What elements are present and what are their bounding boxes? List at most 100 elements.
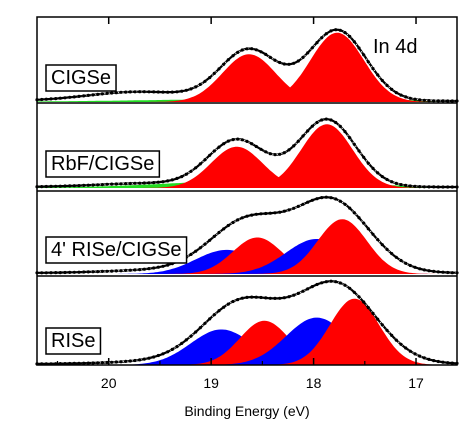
data-point xyxy=(278,60,282,65)
data-point xyxy=(189,169,193,173)
data-point xyxy=(352,40,356,44)
panel-4: RISe xyxy=(35,275,459,366)
data-point xyxy=(40,97,44,102)
x-ticks: 20 19 18 17 xyxy=(56,17,424,391)
data-point xyxy=(58,271,62,275)
data-point xyxy=(380,78,384,83)
data-point xyxy=(124,182,128,186)
data-point xyxy=(189,334,193,338)
data-point xyxy=(189,87,193,91)
data-point xyxy=(222,142,226,146)
data-point xyxy=(180,89,184,93)
data-point xyxy=(147,181,151,185)
data-point xyxy=(217,67,221,71)
data-point xyxy=(170,347,174,351)
data-point xyxy=(254,144,258,149)
data-point xyxy=(100,183,104,187)
data-point xyxy=(156,90,160,94)
data-point xyxy=(105,269,109,273)
data-point xyxy=(208,238,212,242)
data-point xyxy=(418,98,422,102)
data-point xyxy=(68,95,72,99)
data-point xyxy=(292,206,296,210)
data-point xyxy=(82,270,86,274)
data-point xyxy=(226,223,230,228)
data-point xyxy=(296,204,300,208)
data-point xyxy=(380,323,384,327)
data-point xyxy=(44,184,48,189)
data-point xyxy=(217,230,221,235)
data-point xyxy=(441,99,445,103)
data-point xyxy=(264,52,268,57)
data-point xyxy=(82,183,86,187)
data-point xyxy=(63,184,67,188)
data-point xyxy=(231,299,235,304)
data-point xyxy=(114,182,118,186)
data-point xyxy=(436,99,440,103)
data-point xyxy=(105,182,109,186)
data-point xyxy=(390,87,394,91)
data-point xyxy=(119,360,123,364)
data-point xyxy=(194,166,198,170)
data-point xyxy=(343,30,347,35)
data-point xyxy=(189,252,193,256)
data-point xyxy=(147,267,151,271)
data-point xyxy=(86,361,90,365)
data-point xyxy=(208,76,212,80)
data-point xyxy=(306,51,310,55)
data-point xyxy=(105,91,109,95)
data-point xyxy=(413,352,417,356)
data-point xyxy=(315,41,319,45)
data-point xyxy=(156,353,160,358)
data-point xyxy=(376,317,380,321)
data-point xyxy=(110,360,114,364)
data-point xyxy=(91,93,95,97)
data-point xyxy=(282,151,286,155)
data-point xyxy=(404,346,408,350)
data-point xyxy=(208,317,212,321)
data-point xyxy=(203,158,207,162)
data-point xyxy=(306,287,310,291)
data-point xyxy=(343,130,347,134)
data-point xyxy=(166,350,170,354)
data-point xyxy=(96,270,100,274)
panel-label: 4' RISe/CIGSe xyxy=(51,239,182,261)
data-point xyxy=(72,95,76,99)
data-point xyxy=(334,197,338,201)
data-point xyxy=(110,269,114,273)
data-point xyxy=(408,349,412,353)
data-point xyxy=(357,149,361,153)
data-point xyxy=(240,296,244,300)
component-peak-2 xyxy=(37,146,457,188)
x-tick-label: 20 xyxy=(101,375,117,391)
data-point xyxy=(166,90,170,94)
component-peak-4 xyxy=(37,298,457,365)
data-point xyxy=(250,47,254,51)
data-point xyxy=(240,48,244,52)
data-point xyxy=(194,85,198,89)
data-point xyxy=(418,185,422,189)
data-point xyxy=(142,90,146,94)
data-point xyxy=(142,357,146,361)
data-point xyxy=(44,97,48,101)
data-point xyxy=(292,293,296,297)
data-point xyxy=(366,60,370,64)
data-point xyxy=(250,142,254,146)
data-point xyxy=(91,361,95,365)
data-point xyxy=(352,211,356,215)
data-point xyxy=(427,99,431,103)
data-point xyxy=(422,356,426,360)
data-point xyxy=(231,138,235,142)
data-point xyxy=(152,181,156,185)
data-point xyxy=(338,28,342,32)
data-point xyxy=(446,99,450,103)
data-point xyxy=(236,137,240,141)
data-point xyxy=(226,58,230,62)
data-point xyxy=(198,326,202,330)
data-point xyxy=(329,118,333,122)
data-point xyxy=(222,227,226,231)
data-point xyxy=(142,267,146,271)
data-point xyxy=(208,153,212,157)
data-point xyxy=(194,330,198,334)
data-point xyxy=(282,296,286,300)
